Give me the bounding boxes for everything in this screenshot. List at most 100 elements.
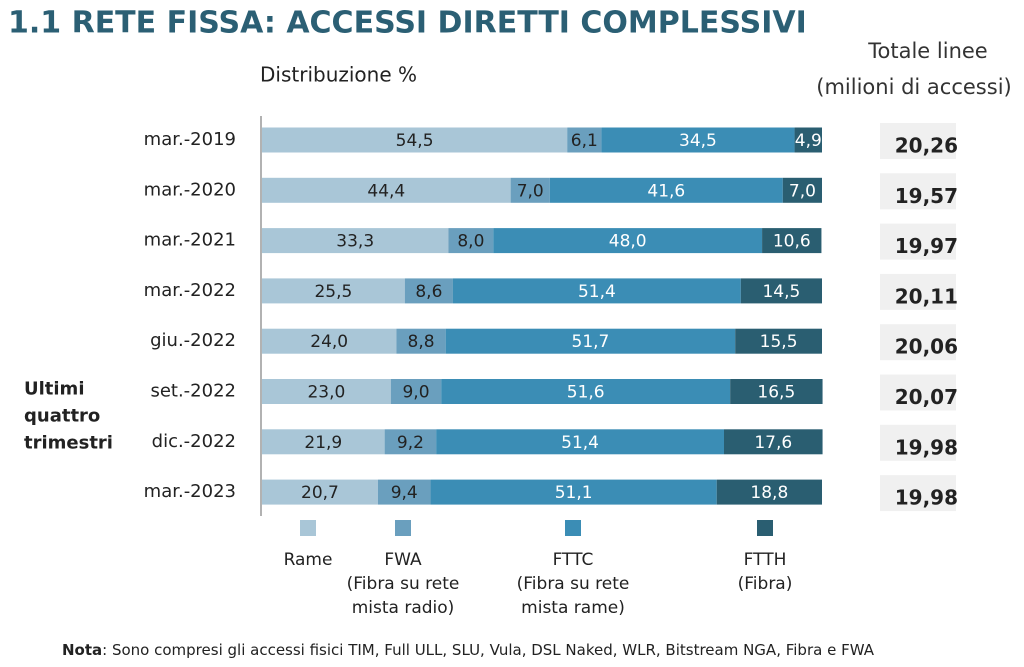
bar-segment: [445, 328, 736, 354]
data-label: 17,6: [754, 433, 792, 453]
bar-segment: [262, 177, 511, 203]
y-tick-label: dic.-2022: [152, 431, 236, 452]
bar-segment: [549, 177, 783, 203]
bar-segment: [262, 379, 391, 404]
y-tick-label: mar.-2019: [144, 129, 236, 150]
data-label: 23,0: [307, 383, 345, 403]
total-box: [880, 123, 956, 159]
total-label: 19,57: [895, 184, 958, 208]
total-box: [880, 273, 956, 310]
note: Nota: Sono compresi gli accessi fisici T…: [62, 641, 875, 659]
legend-swatch: [565, 520, 581, 536]
data-label: 51,4: [578, 282, 616, 302]
bar-segment: [377, 479, 431, 505]
data-label: 8,0: [457, 232, 484, 252]
data-label: 51,6: [567, 383, 605, 403]
y-tick-label: mar.-2020: [144, 179, 236, 200]
legend-description: mista rame): [521, 598, 625, 618]
legend-swatch: [300, 520, 316, 536]
data-label: 9,2: [397, 433, 424, 453]
data-label: 15,5: [760, 332, 798, 352]
group-label: trimestri: [24, 433, 113, 454]
total-box: [880, 475, 956, 512]
total-label: 20,11: [895, 284, 958, 308]
total-label: 20,26: [895, 134, 958, 158]
total-box: [880, 223, 956, 260]
data-label: 33,3: [336, 232, 374, 252]
total-box: [880, 424, 956, 461]
y-tick-label: set.-2022: [150, 381, 236, 402]
total-box: [880, 324, 956, 361]
data-label: 24,0: [310, 332, 348, 352]
bar-segment: [493, 228, 763, 254]
totals-title: (milioni di accessi): [816, 75, 1011, 99]
total-label: 19,98: [895, 486, 958, 510]
bar-segment: [262, 278, 405, 304]
data-label: 21,9: [304, 433, 342, 453]
bar-segment: [567, 127, 602, 153]
data-label: 48,0: [609, 232, 647, 252]
legend-swatch: [757, 520, 773, 536]
bar-segment: [441, 379, 731, 404]
y-tick-label: mar.-2023: [144, 481, 236, 502]
bar-segment: [724, 429, 823, 455]
legend-label: FTTC: [553, 550, 594, 570]
bar-segment: [601, 127, 795, 153]
total-box: [880, 173, 956, 210]
data-label: 54,5: [396, 131, 434, 151]
y-tick-label: giu.-2022: [150, 330, 236, 351]
group-label: Ultimi: [24, 379, 85, 400]
note-label: Nota: [62, 641, 102, 659]
bar-segment: [730, 379, 823, 404]
data-label: 25,5: [314, 282, 352, 302]
chart-title: 1.1 RETE FISSA: ACCESSI DIRETTI COMPLESS…: [8, 6, 807, 41]
data-label: 16,5: [757, 383, 795, 403]
bar-segment: [262, 479, 378, 505]
legend-swatch: [395, 520, 411, 536]
legend-description: (Fibra): [738, 574, 793, 594]
bar-segment: [396, 328, 446, 354]
legend-description: (Fibra su rete: [517, 574, 630, 594]
data-label: 6,1: [571, 131, 598, 151]
legend-label: FWA: [384, 550, 422, 570]
bar-segment: [404, 278, 453, 304]
data-label: 7,0: [517, 181, 544, 201]
total-label: 20,06: [895, 335, 958, 359]
bar-segment: [510, 177, 550, 203]
bar-segment: [436, 429, 724, 455]
bar-segment: [262, 228, 449, 254]
note-text: : Sono compresi gli accessi fisici TIM, …: [102, 641, 875, 659]
bar-segment: [384, 429, 437, 455]
group-label: quattro: [24, 406, 100, 427]
y-tick-label: mar.-2021: [144, 230, 236, 251]
legend-description: mista radio): [352, 598, 455, 618]
total-box: [880, 374, 956, 411]
legend-description: (Fibra su rete: [347, 574, 460, 594]
total-label: 19,97: [895, 234, 958, 258]
data-label: 51,1: [555, 483, 593, 503]
bar-segment: [716, 479, 822, 505]
bar-segment: [740, 278, 822, 304]
data-label: 18,8: [750, 483, 788, 503]
data-label: 7,0: [789, 181, 816, 201]
data-label: 9,4: [391, 483, 418, 503]
data-label: 34,5: [679, 131, 717, 151]
data-label: 51,7: [572, 332, 610, 352]
data-label: 44,4: [367, 181, 405, 201]
subtitle: Distribuzione %: [260, 63, 417, 87]
bar-segment: [430, 479, 717, 505]
total-label: 20,07: [895, 385, 958, 409]
legend-label: FTTH: [744, 550, 787, 570]
bar-segment: [390, 379, 442, 404]
data-label: 8,8: [408, 332, 435, 352]
data-label: 10,6: [773, 232, 811, 252]
bar-segment: [262, 429, 385, 455]
y-tick-label: mar.-2022: [144, 280, 236, 301]
data-label: 51,4: [561, 433, 599, 453]
bar-segment: [762, 228, 822, 254]
bar-segment: [262, 127, 568, 153]
bar-segment: [448, 228, 494, 254]
bar-segment: [262, 328, 397, 354]
legend-label: Rame: [284, 550, 333, 570]
